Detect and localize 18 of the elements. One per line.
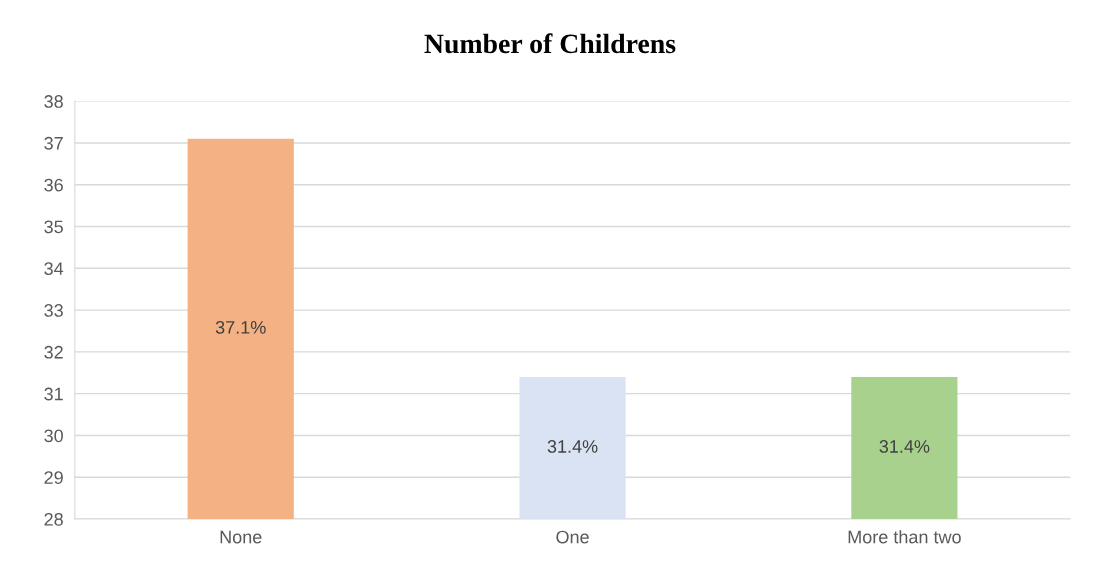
y-tick-label: 31: [44, 387, 63, 401]
x-tick-label: None: [220, 530, 262, 544]
y-tick-label: 32: [44, 345, 63, 359]
y-tick-label: 29: [44, 471, 63, 484]
data-label: 31.4%: [547, 440, 598, 453]
data-label: 31.4%: [879, 440, 930, 453]
y-tick-label: 34: [44, 262, 64, 276]
y-tick-label: 38: [44, 95, 63, 108]
y-tick-label: 33: [44, 304, 63, 317]
chart-title: Number of Childrens: [424, 33, 676, 54]
y-tick-label: 28: [44, 512, 63, 526]
x-tick-label: One: [556, 530, 589, 544]
data-label: 37.1%: [215, 320, 266, 334]
y-tick-label: 37: [44, 136, 63, 150]
y-tick-label: 35: [44, 220, 63, 234]
x-tick-label: More than two: [848, 530, 961, 544]
y-tick-label: 36: [44, 178, 63, 192]
y-tick-label: 30: [44, 429, 63, 443]
